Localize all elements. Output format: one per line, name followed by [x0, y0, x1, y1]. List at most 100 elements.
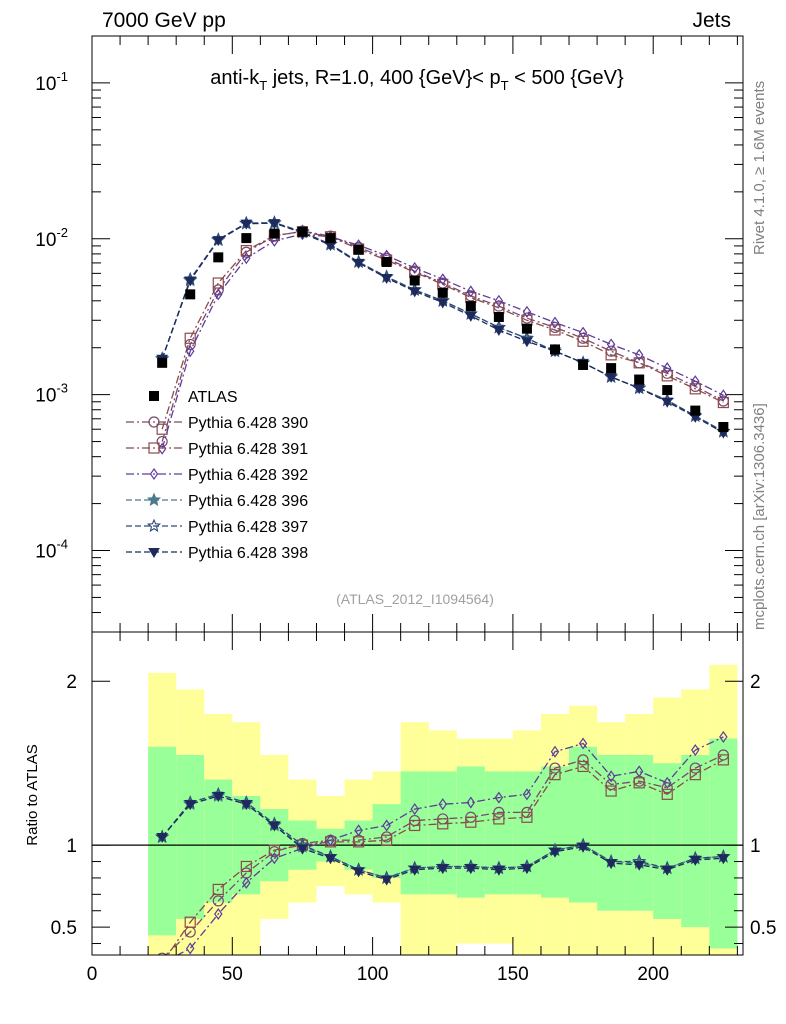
legend-marker [146, 518, 162, 533]
ratio-series-point [156, 832, 169, 843]
ratio-series-point [661, 865, 674, 876]
ratio-series-point [270, 852, 279, 865]
atlas-data-point [409, 275, 420, 286]
ratio-series-point [240, 860, 252, 873]
ratio-series-point [689, 855, 702, 866]
ratio-series-point [717, 754, 729, 766]
ratio-band-inner [484, 771, 513, 895]
atlas-data-point [606, 363, 617, 374]
main-series-point [549, 324, 561, 336]
ratio-series-point [184, 916, 196, 928]
atlas-data-point [521, 323, 532, 334]
ratio-series-point [381, 834, 393, 846]
x-tick-label: 50 [222, 964, 243, 985]
ratio-series-point [436, 864, 449, 875]
main-series-point [634, 348, 644, 361]
ratio-series-point [577, 760, 589, 773]
main-series-point [521, 337, 533, 348]
ratio-series-point [157, 952, 167, 955]
ratio-band-inner [597, 754, 626, 911]
main-series-point [436, 298, 449, 309]
main-series-point [270, 234, 279, 247]
main-series-point [380, 274, 393, 285]
ratio-series-point [719, 730, 728, 743]
ratio-series-point [550, 745, 560, 758]
ratio-series-point [212, 883, 224, 896]
main-series-line-1 [161, 231, 724, 430]
ratio-series-point [661, 788, 673, 800]
header-left: 7000 GeV pp [102, 9, 226, 32]
main-series-point [464, 311, 477, 322]
ratio-series-point [577, 842, 589, 853]
main-series-point [212, 277, 224, 289]
main-series-point [633, 384, 646, 395]
main-series-point [184, 332, 196, 344]
ratio-series-point [605, 859, 617, 870]
ratio-band-inner [709, 738, 738, 949]
atlas-data-point [241, 233, 252, 244]
analysis-watermark: (ATLAS_2012_I1094564) [336, 591, 494, 607]
atlas-data-point [437, 287, 448, 298]
header-right: Jets [692, 9, 731, 32]
plot-title: anti-kT jets, R=1.0, 400 {GeV}< pT < 500… [210, 67, 624, 93]
legend-label: Pythia 6.428 391 [188, 441, 308, 458]
ratio-series-point [352, 867, 365, 878]
legend-label: Pythia 6.428 392 [188, 467, 308, 484]
ratio-series-point [242, 876, 251, 889]
ratio-series-point [185, 942, 195, 955]
atlas-data-point [718, 422, 729, 433]
main-ticks: 10-1 10-2 10-3 10-4 [35, 35, 743, 633]
ratio-series [155, 730, 731, 955]
ratio-series-point [633, 777, 645, 789]
main-series-point [691, 375, 700, 388]
mcplots-label: mcplots.cern.ch [arXiv:1306.3436] [751, 403, 768, 630]
main-series-point [522, 305, 532, 318]
atlas-data-point [634, 374, 645, 385]
legend: ATLAS Pythia 6.428 390 Pythia 6.428 391 Pyt… [126, 389, 308, 562]
ratio-series-point [494, 791, 504, 804]
main-series-point [494, 294, 504, 307]
ratio-series-point [437, 818, 449, 830]
legend-label: Pythia 6.428 398 [188, 545, 308, 562]
legend-marker [148, 416, 160, 428]
ratio-series-point [184, 800, 197, 811]
ratio-y-tick-label-right: 1 [750, 836, 761, 857]
main-series-point [185, 345, 195, 358]
main-series-point [719, 389, 728, 402]
ratio-band-inner [176, 754, 205, 919]
ratio-band-inner [372, 804, 401, 878]
main-data-points [157, 226, 729, 433]
main-y-tick-label: 10-1 [35, 69, 68, 95]
main-series-point [661, 397, 674, 408]
main-series-point [606, 338, 616, 351]
main-series-point [214, 288, 223, 301]
main-series-point [352, 258, 365, 269]
atlas-data-point [353, 244, 364, 255]
legend-atlas-marker [149, 391, 159, 401]
atlas-data-point [690, 405, 701, 416]
ratio-series-point [382, 819, 391, 832]
legend-label: Pythia 6.428 396 [188, 493, 308, 510]
atlas-data-point [381, 256, 392, 267]
ratio-series-point [633, 860, 646, 871]
ratio-series-point [521, 864, 533, 875]
ratio-series-point [408, 865, 421, 876]
ratio-series-point [380, 875, 393, 886]
ratio-series-point [689, 762, 701, 774]
ratio-series-point [438, 798, 447, 811]
ratio-series-point [549, 769, 561, 781]
ratio-band-inner [400, 771, 429, 895]
legend-entry: Pythia 6.428 391 [126, 441, 308, 458]
ratio-series-point [212, 895, 224, 907]
ratio-y-tick-label-left: 0.5 [51, 918, 77, 939]
ratio-y-tick-label-left: 1 [66, 836, 77, 857]
legend-marker [146, 492, 162, 507]
ratio-series-point [466, 796, 476, 809]
legend-label: Pythia 6.428 390 [188, 415, 308, 432]
ratio-panel [91, 631, 744, 956]
ratio-band-inner [456, 766, 485, 898]
ratio-series-point [634, 765, 644, 778]
main-series-point [157, 442, 167, 455]
ratio-series-point [605, 785, 617, 797]
ratio-series-point [352, 836, 365, 848]
